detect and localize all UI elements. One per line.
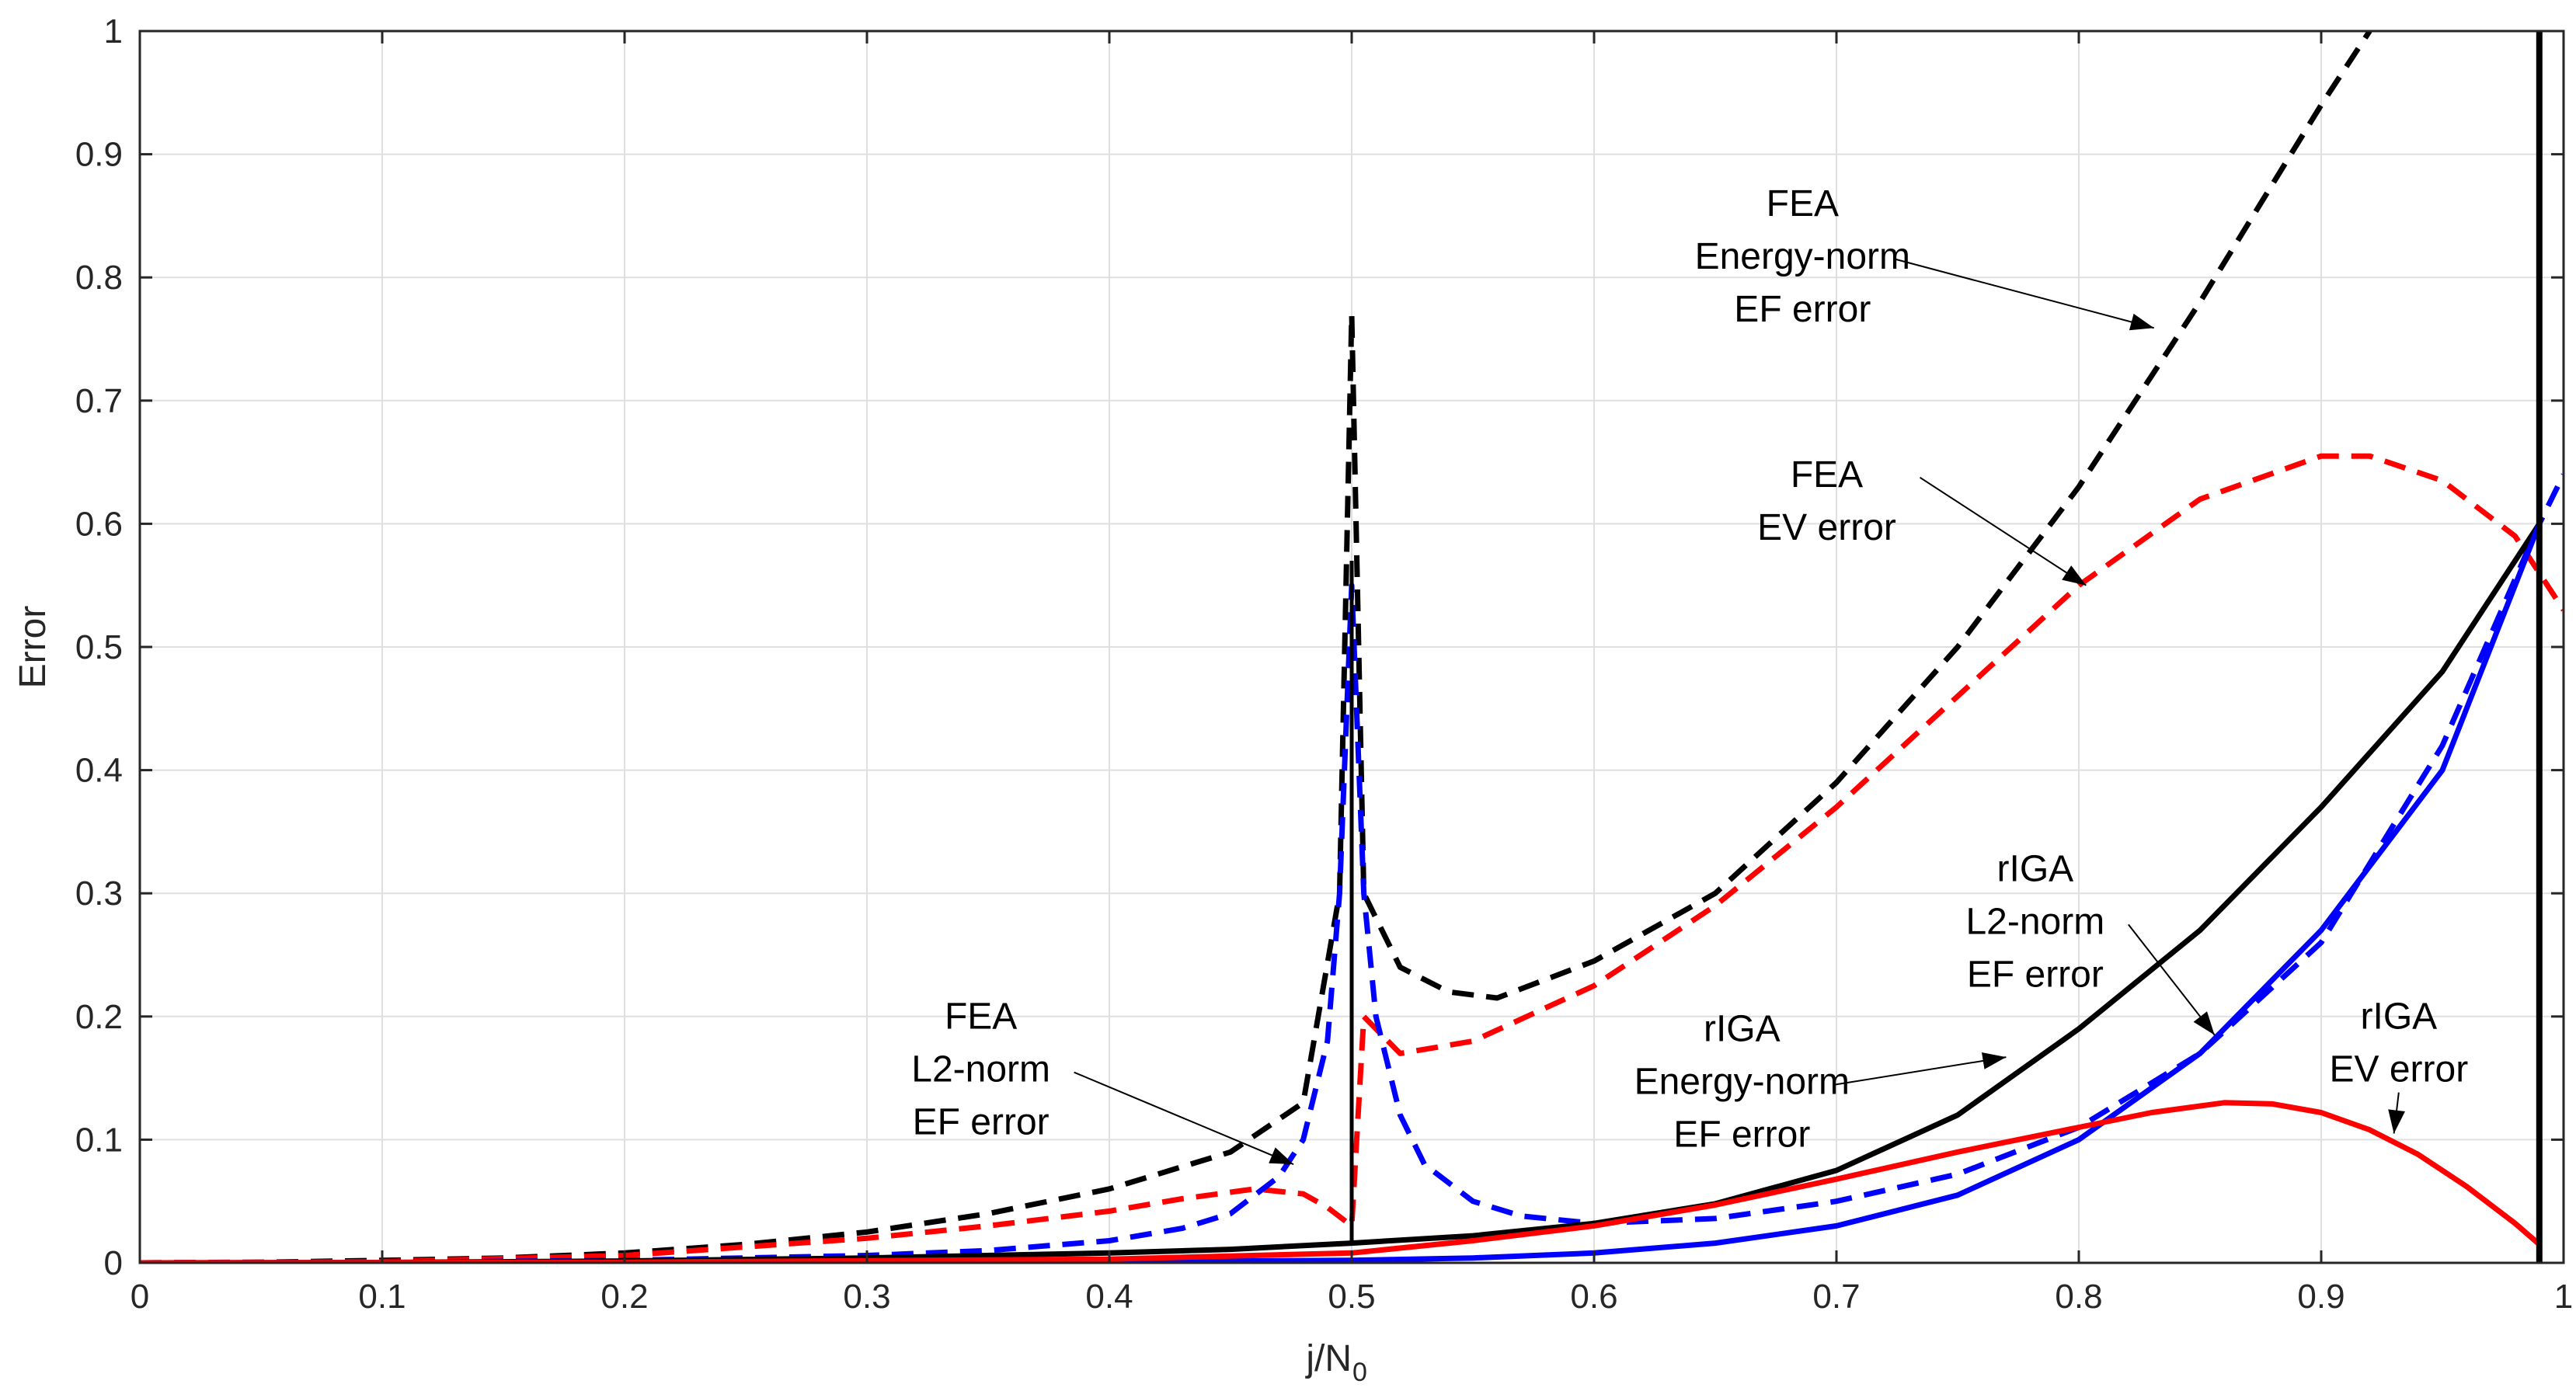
x-tick-label: 0.1 [358, 1278, 406, 1316]
annotation-line: FEA [945, 996, 1017, 1038]
x-tick-label: 1 [2554, 1278, 2573, 1316]
annotation-leader [1895, 258, 2154, 329]
y-tick-label: 0.7 [75, 382, 123, 420]
annotation-leader [2128, 923, 2216, 1036]
annotation-2: rIGA L2-norm EF error [1965, 848, 2216, 1036]
y-tick-label: 1 [104, 12, 123, 50]
annotation-3: FEA L2-norm EF error [911, 996, 1294, 1166]
annotation-leader [1835, 1056, 2007, 1086]
series-fea-l2-norm-ef-error [140, 473, 2564, 1263]
annotation-0: FEA Energy-norm EF error [1695, 183, 2154, 331]
y-tick-label: 0.4 [75, 752, 123, 790]
annotation-line: rIGA [1704, 1009, 1781, 1050]
x-axis-label-subscript: 0 [1352, 1358, 1367, 1387]
x-tick-label: 0.7 [1812, 1278, 1860, 1316]
annotation-line: EF error [1673, 1115, 1810, 1156]
annotation-leader [1919, 476, 2087, 586]
annotation-arrowhead [1982, 1052, 2007, 1069]
annotation-line: EF error [1734, 289, 1871, 330]
x-axis-label: j/N [1304, 1338, 1352, 1379]
tick-layer: 0 0.1 0.2 0.3 0.4 0.5 0.6 0.7 0.8 0.9 1 0 0.1 0.2 0.3 0… [75, 12, 2573, 1316]
x-tick-label: 0.6 [1570, 1278, 1617, 1316]
x-tick-label: 0.4 [1085, 1278, 1133, 1316]
annotation-line: EF error [1967, 954, 2104, 995]
y-tick-label: 0.2 [75, 998, 123, 1036]
y-tick-label: 0.1 [75, 1121, 123, 1159]
y-tick-label: 0.3 [75, 875, 123, 913]
annotation-layer: FEA Energy-norm EF error FEA EV error rIGA L2-… [911, 183, 2468, 1166]
annotation-arrowhead [2062, 565, 2087, 586]
annotation-5: rIGA EV error [2329, 996, 2468, 1134]
annotation-line: FEA [1767, 183, 1839, 224]
x-tick-label: 0 [131, 1278, 149, 1316]
annotation-line: EV error [1757, 507, 1896, 548]
x-tick-label: 0.9 [2297, 1278, 2345, 1316]
annotation-line: rIGA [2361, 996, 2438, 1038]
y-tick-label: 0 [104, 1244, 123, 1282]
vertical-lines [1349, 31, 2543, 1263]
annotation-arrowhead [2388, 1109, 2405, 1134]
x-tick-label: 0.3 [843, 1278, 890, 1316]
annotation-line: rIGA [1997, 848, 2074, 889]
x-tick-label: 0.5 [1328, 1278, 1375, 1316]
annotation-1: FEA EV error [1757, 454, 2087, 586]
annotation-arrowhead [2129, 313, 2154, 331]
series-riga-ev-error [140, 1100, 2542, 1263]
series-fea-ev-error [140, 453, 2564, 1263]
annotation-leader [1074, 1071, 1294, 1166]
x-axis-label-main: j/N [1304, 1338, 1352, 1379]
annotation-arrowhead [1269, 1147, 1294, 1165]
annotation-line: L2-norm [911, 1049, 1050, 1090]
annotation-line: Energy-norm [1634, 1062, 1850, 1103]
y-tick-label: 0.9 [75, 136, 123, 174]
y-tick-label: 0.8 [75, 259, 123, 297]
annotation-arrowhead [2193, 1011, 2215, 1035]
annotation-line: L2-norm [1965, 901, 2104, 942]
annotation-line: EV error [2329, 1049, 2468, 1090]
annotation-line: EF error [913, 1102, 1050, 1143]
annotation-4: rIGA Energy-norm EF error [1634, 1009, 2007, 1156]
y-tick-label: 0.6 [75, 505, 123, 543]
x-tick-label: 0.8 [2055, 1278, 2102, 1316]
x-tick-label: 0.2 [600, 1278, 648, 1316]
annotation-line: FEA [1791, 454, 1863, 496]
annotation-line: Energy-norm [1695, 236, 1910, 277]
y-tick-label: 0.5 [75, 628, 123, 666]
y-axis-label: Error [12, 606, 54, 689]
series-riga-l2-norm-ef-error [140, 523, 2543, 1263]
